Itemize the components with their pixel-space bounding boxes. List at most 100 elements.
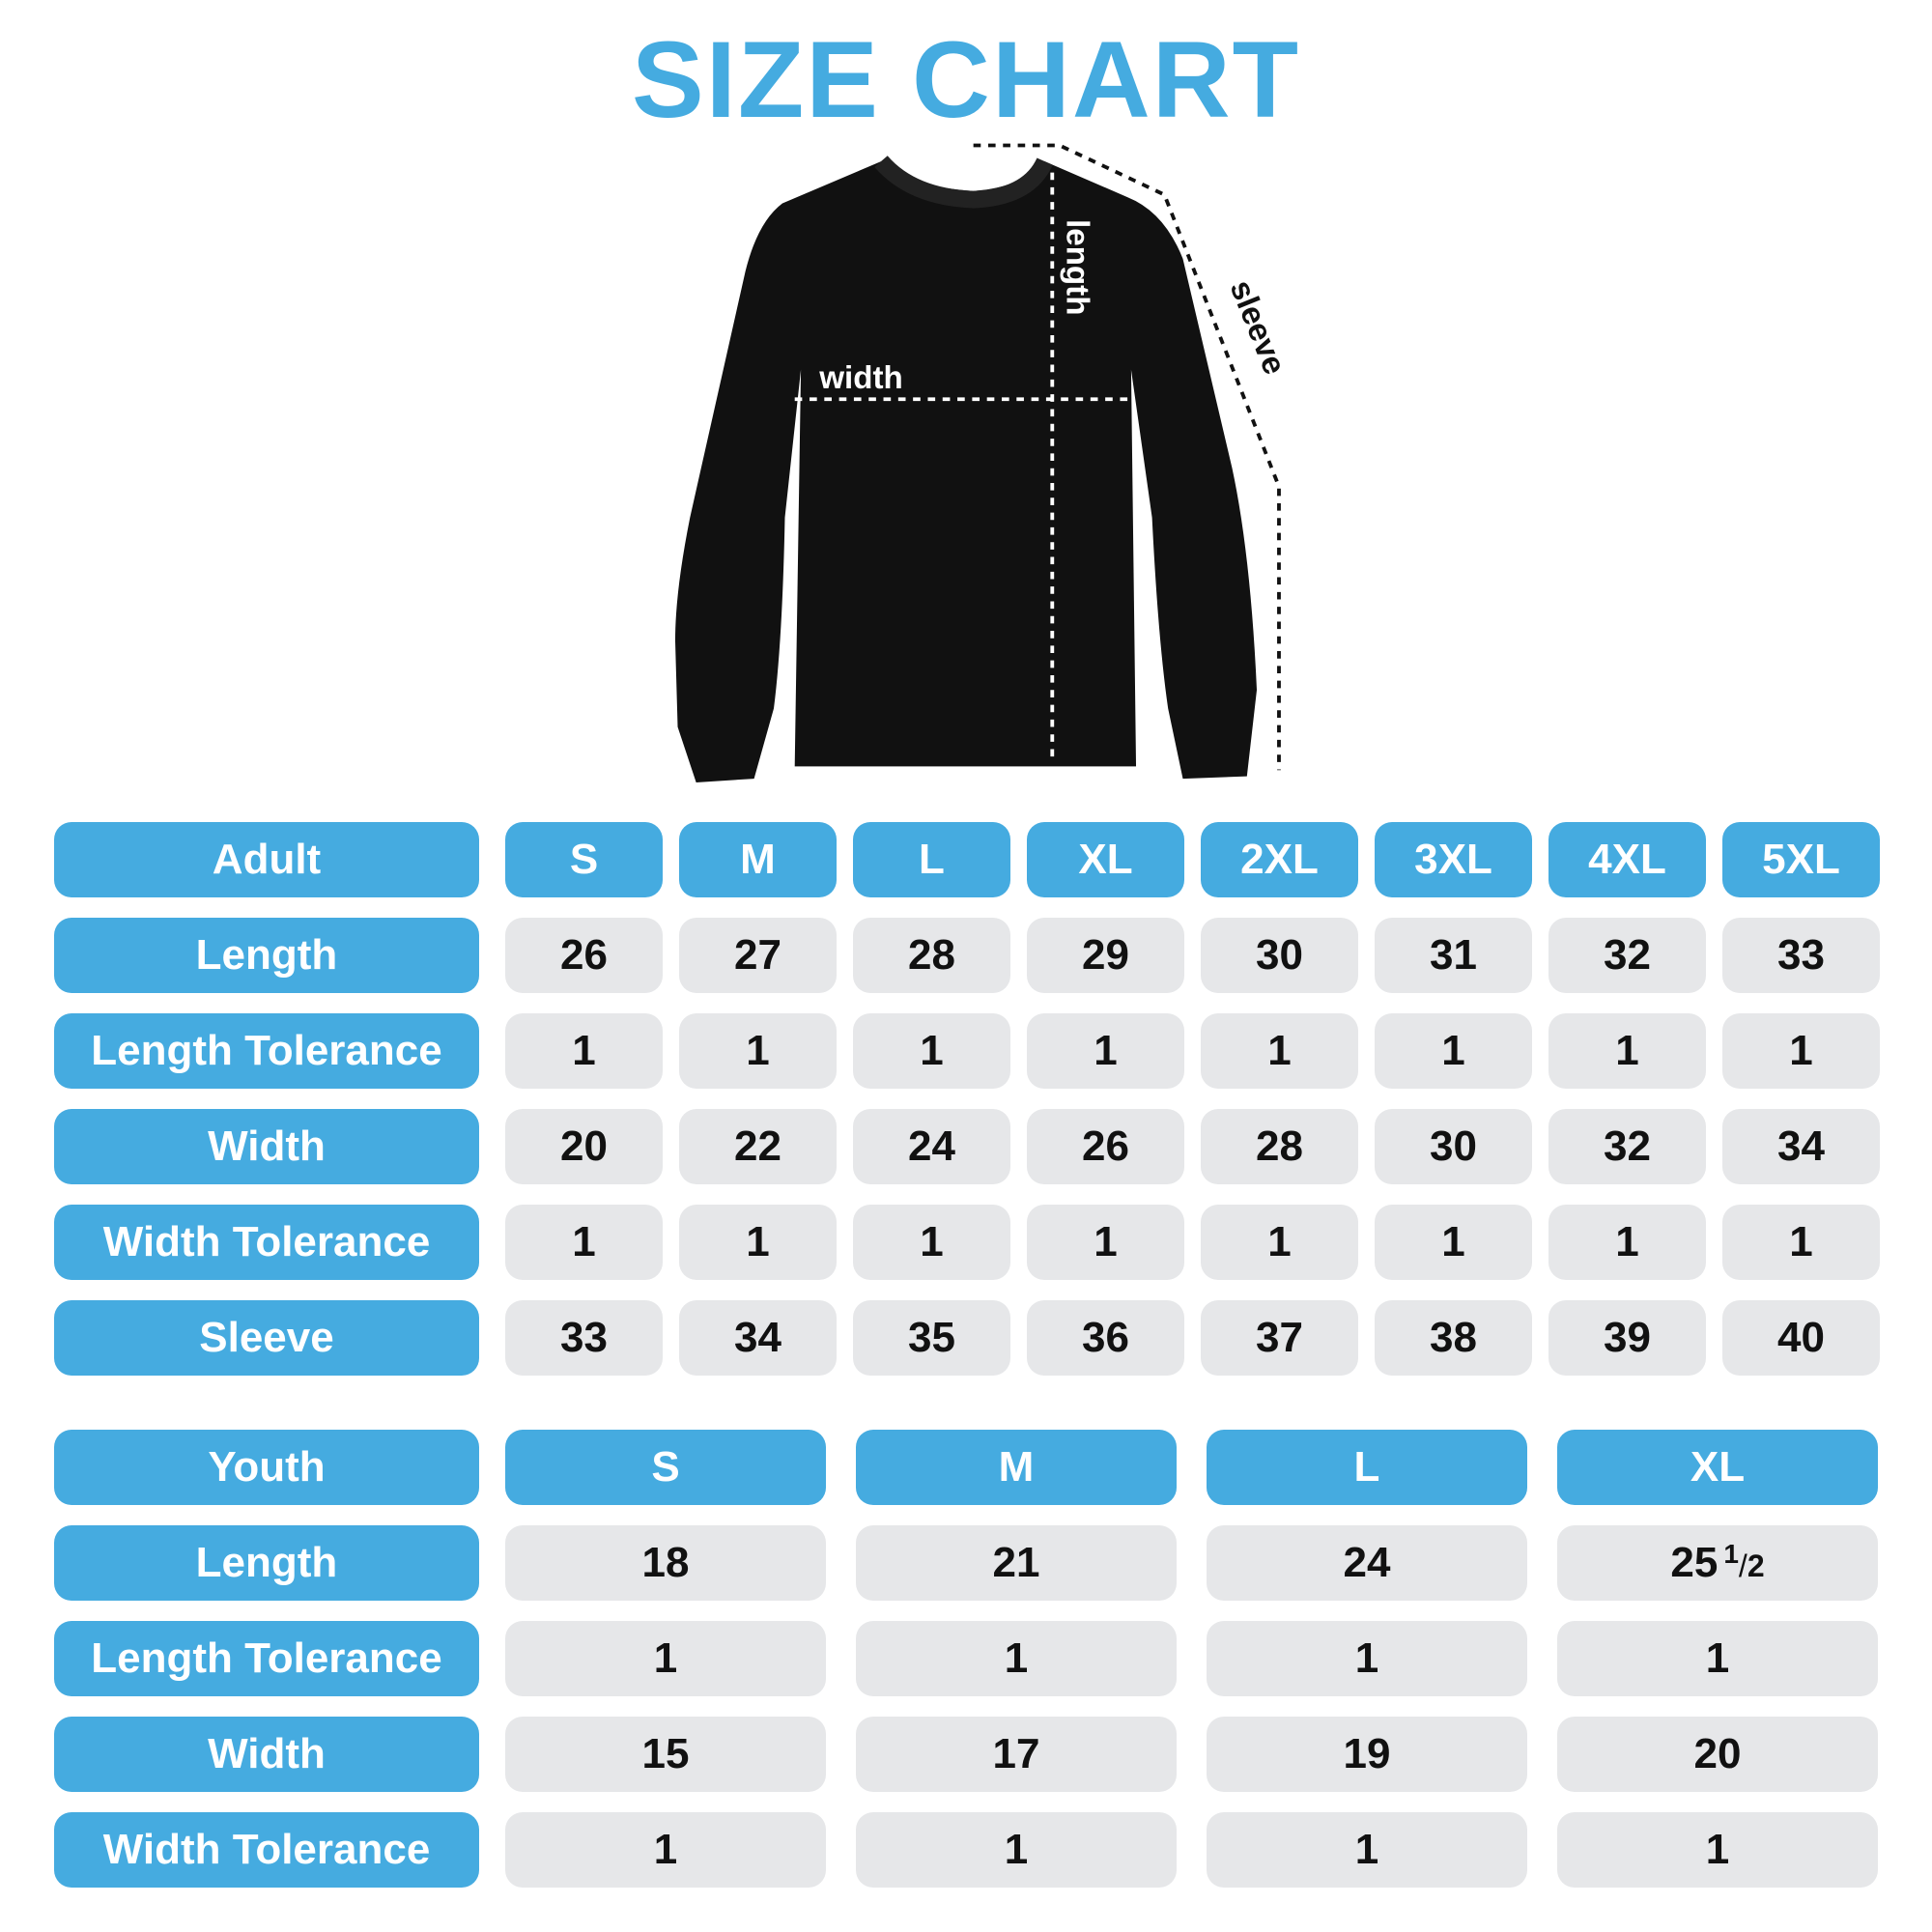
table-cell: 21 <box>856 1525 1177 1601</box>
adult-row-label: Length Tolerance <box>54 1013 479 1089</box>
table-cell: 29 <box>1027 918 1184 993</box>
adult-row-label: Width Tolerance <box>54 1205 479 1280</box>
cell-value: 30 <box>1430 1122 1477 1170</box>
sleeve-label: sleeve <box>1223 275 1293 380</box>
cell-value: 1 <box>1789 1027 1813 1074</box>
youth-row-label: Width <box>54 1717 479 1792</box>
cell-value: 28 <box>908 931 955 979</box>
adult-size-header: L <box>853 822 1010 897</box>
cell-value: 1 <box>1705 1634 1730 1682</box>
table-cell: 1 <box>853 1013 1010 1089</box>
cell-value: 33 <box>1777 931 1825 979</box>
cell-value: 27 <box>734 931 781 979</box>
cell-value: 33 <box>560 1314 608 1361</box>
fraction: 1/2 <box>1723 1539 1765 1583</box>
cell-value: 26 <box>1082 1122 1129 1170</box>
cell-value: 39 <box>1604 1314 1651 1361</box>
cell-value: 21 <box>992 1539 1040 1586</box>
cell-value: 36 <box>1082 1314 1129 1361</box>
table-cell: 1 <box>505 1621 826 1696</box>
table-cell: 15 <box>505 1717 826 1792</box>
table-cell: 1 <box>679 1205 837 1280</box>
cell-value: 1 <box>572 1027 596 1074</box>
cell-value: 32 <box>1604 931 1651 979</box>
cell-value: 1 <box>1354 1826 1379 1873</box>
adult-row-label: Sleeve <box>54 1300 479 1376</box>
cell-value: 32 <box>1604 1122 1651 1170</box>
cell-value: 18 <box>641 1539 690 1586</box>
table-cell: 19 <box>1207 1717 1527 1792</box>
cell-value: 1 <box>1004 1634 1029 1682</box>
table-cell: 32 <box>1548 918 1706 993</box>
adult-size-header: XL <box>1027 822 1184 897</box>
cell-value: 25 <box>1670 1539 1719 1586</box>
table-cell: 1 <box>505 1205 663 1280</box>
cell-value: 40 <box>1777 1314 1825 1361</box>
table-cell: 17 <box>856 1717 1177 1792</box>
cell-value: 1 <box>653 1634 678 1682</box>
table-cell: 38 <box>1375 1300 1532 1376</box>
cell-value: 31 <box>1430 931 1477 979</box>
youth-size-header: L <box>1207 1430 1527 1505</box>
table-cell: 1 <box>856 1621 1177 1696</box>
cell-value: 1 <box>1441 1218 1465 1265</box>
table-cell: 1 <box>1207 1812 1527 1888</box>
sweater-image <box>674 161 1258 782</box>
table-cell: 1 <box>1722 1013 1880 1089</box>
cell-value: 1 <box>1094 1218 1118 1265</box>
cell-value: 1 <box>572 1218 596 1265</box>
table-cell: 30 <box>1375 1109 1532 1184</box>
adult-size-header: 3XL <box>1375 822 1532 897</box>
table-cell: 24 <box>853 1109 1010 1184</box>
cell-value: 34 <box>734 1314 781 1361</box>
table-cell: 26 <box>1027 1109 1184 1184</box>
table-cell: 30 <box>1201 918 1358 993</box>
cell-value: 1 <box>746 1218 770 1265</box>
table-cell: 1 <box>1375 1013 1532 1089</box>
cell-value: 29 <box>1082 931 1129 979</box>
table-cell: 1 <box>1557 1621 1878 1696</box>
cell-value: 1 <box>1004 1826 1029 1873</box>
table-cell: 1 <box>1201 1013 1358 1089</box>
cell-value: 19 <box>1343 1730 1391 1777</box>
table-cell: 35 <box>853 1300 1010 1376</box>
youth-size-header: S <box>505 1430 826 1505</box>
table-cell: 33 <box>1722 918 1880 993</box>
table-cell: 26 <box>505 918 663 993</box>
table-cell: 39 <box>1548 1300 1706 1376</box>
table-cell: 18 <box>505 1525 826 1601</box>
youth-row-label: Width Tolerance <box>54 1812 479 1888</box>
table-cell: 37 <box>1201 1300 1358 1376</box>
table-cell: 32 <box>1548 1109 1706 1184</box>
youth-size-header: M <box>856 1430 1177 1505</box>
cell-value: 34 <box>1777 1122 1825 1170</box>
table-cell: 34 <box>1722 1109 1880 1184</box>
cell-value: 1 <box>653 1826 678 1873</box>
table-cell: 1 <box>1557 1812 1878 1888</box>
table-cell: 27 <box>679 918 837 993</box>
cell-value: 1 <box>746 1027 770 1074</box>
cell-value: 1 <box>1354 1634 1379 1682</box>
table-cell: 36 <box>1027 1300 1184 1376</box>
cell-value: 1 <box>1267 1218 1292 1265</box>
cell-value: 1 <box>1705 1826 1730 1873</box>
adult-row-label: Width <box>54 1109 479 1184</box>
cell-value: 1 <box>1789 1218 1813 1265</box>
table-cell: 1 <box>1207 1621 1527 1696</box>
width-label: width <box>818 360 903 396</box>
table-cell: 1 <box>679 1013 837 1089</box>
adult-size-header: 2XL <box>1201 822 1358 897</box>
cell-value: 24 <box>908 1122 955 1170</box>
cell-value: 17 <box>992 1730 1040 1777</box>
cell-value: 1 <box>1615 1027 1639 1074</box>
cell-value: 15 <box>641 1730 690 1777</box>
table-cell: 1 <box>856 1812 1177 1888</box>
cell-value: 30 <box>1256 931 1303 979</box>
cell-value: 20 <box>560 1122 608 1170</box>
cell-value: 22 <box>734 1122 781 1170</box>
cell-value: 24 <box>1343 1539 1391 1586</box>
adult-size-header: 4XL <box>1548 822 1706 897</box>
table-cell: 40 <box>1722 1300 1880 1376</box>
table-cell: 22 <box>679 1109 837 1184</box>
cell-value: 20 <box>1693 1730 1742 1777</box>
